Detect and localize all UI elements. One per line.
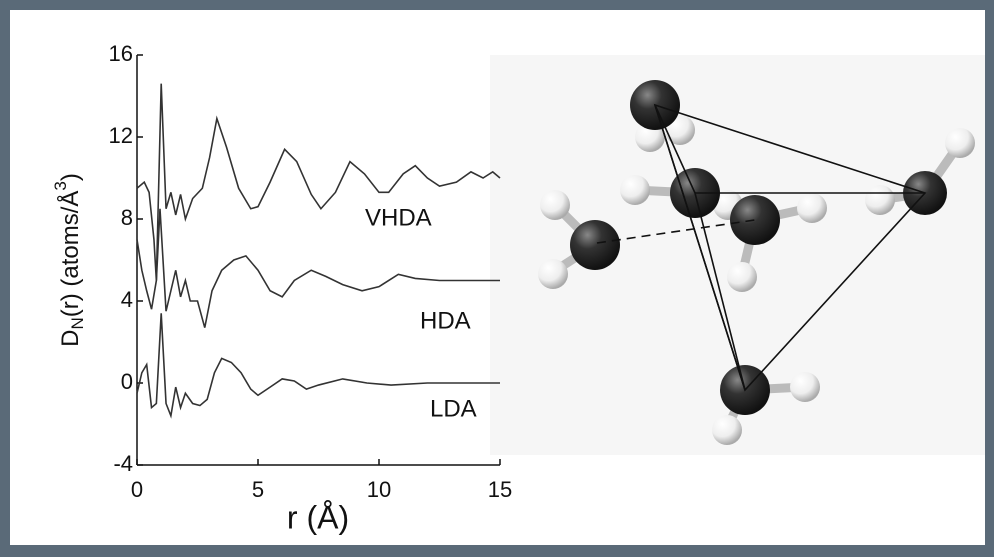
y-tick-label: 4 [121, 287, 133, 312]
y-label-sup: 3 [51, 181, 70, 190]
y-tick-label: -4 [113, 451, 133, 476]
y-label-sub: N [68, 317, 87, 329]
x-axis-label: r (Å) [287, 499, 349, 535]
molecule-diagram [490, 55, 985, 455]
series-label: VHDA [365, 204, 432, 231]
series-line [136, 313, 500, 419]
x-tick-label: 0 [131, 477, 143, 502]
y-label-part: (r) (atoms/Å [56, 191, 84, 318]
y-tick-label: 16 [109, 41, 133, 66]
y-label-part: ) [57, 173, 84, 181]
series-line [136, 208, 500, 328]
x-tick-label: 10 [367, 477, 391, 502]
series-line [136, 83, 501, 281]
series-label: LDA [430, 395, 477, 422]
y-tick-label: 12 [109, 123, 133, 148]
y-axis-label: DN(r) (atoms/Å3) [51, 173, 87, 347]
x-tick-label: 15 [488, 477, 512, 502]
y-tick-label: 0 [121, 369, 133, 394]
y-tick-label: 8 [121, 205, 133, 230]
series-label: HDA [420, 307, 471, 334]
x-tick-label: 5 [252, 477, 264, 502]
y-label-part: D [57, 330, 84, 347]
